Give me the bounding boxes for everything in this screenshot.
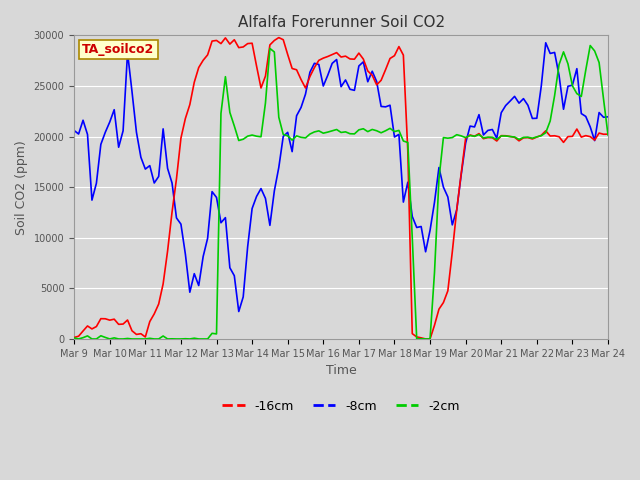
Text: TA_soilco2: TA_soilco2 [82, 43, 154, 56]
X-axis label: Time: Time [326, 364, 356, 377]
Legend: -16cm, -8cm, -2cm: -16cm, -8cm, -2cm [218, 395, 465, 418]
Y-axis label: Soil CO2 (ppm): Soil CO2 (ppm) [15, 140, 28, 235]
Title: Alfalfa Forerunner Soil CO2: Alfalfa Forerunner Soil CO2 [237, 15, 445, 30]
